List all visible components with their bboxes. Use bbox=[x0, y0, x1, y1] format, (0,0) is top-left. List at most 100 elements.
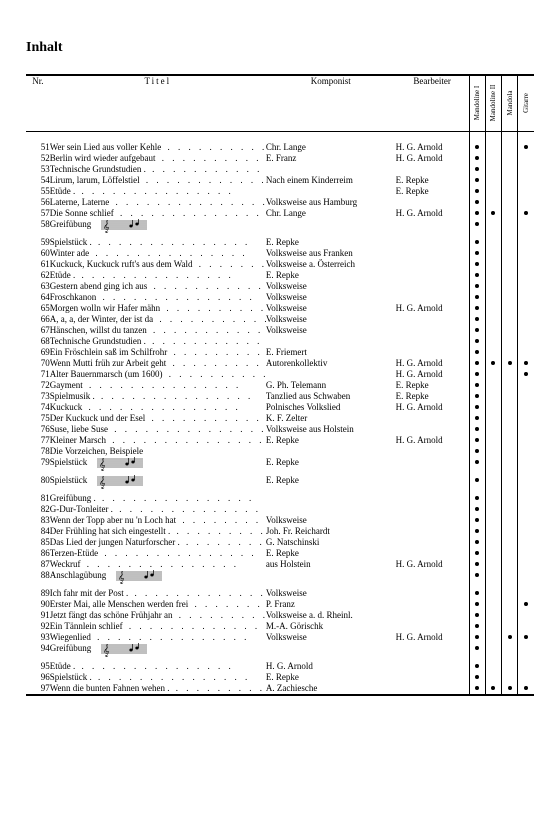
title-text: Wer sein Lied aus voller Kehle bbox=[50, 142, 166, 152]
cell-bearbeiter bbox=[396, 621, 469, 632]
cell-nr: 69 bbox=[26, 347, 50, 358]
cell-mark-col4 bbox=[518, 314, 534, 325]
cell-komponist bbox=[266, 570, 396, 588]
dot-icon bbox=[524, 686, 528, 690]
cell-mark-col4 bbox=[518, 208, 534, 219]
table-row: 90Erster Mai, alle Menschen werden frei … bbox=[26, 599, 534, 610]
cell-mark-col1 bbox=[469, 380, 485, 391]
table-row: 63Gestern abend ging ich aus . . . . . .… bbox=[26, 281, 534, 292]
table-row: 75Der Kuckuck und der Esel . . . . . . .… bbox=[26, 413, 534, 424]
table-row: 52Berlin wird wieder aufgebaut . . . . .… bbox=[26, 153, 534, 164]
title-text: Jetzt fängt das schöne Frühjahr an bbox=[50, 610, 177, 620]
cell-mark-col4 bbox=[518, 197, 534, 208]
dot-icon bbox=[475, 178, 479, 182]
dot-icon bbox=[475, 306, 479, 310]
cell-title: Gestern abend ging ich aus . . . . . . .… bbox=[50, 281, 266, 292]
cell-bearbeiter bbox=[396, 270, 469, 281]
cell-mark-col1 bbox=[469, 358, 485, 369]
cell-mark-col4 bbox=[518, 424, 534, 435]
cell-komponist: M.-A. Görischk bbox=[266, 621, 396, 632]
dot-icon bbox=[475, 328, 479, 332]
cell-nr: 64 bbox=[26, 292, 50, 303]
cell-mark-col4 bbox=[518, 537, 534, 548]
cell-bearbeiter bbox=[396, 197, 469, 208]
cell-mark-col1 bbox=[469, 515, 485, 526]
cell-mark-col1 bbox=[469, 336, 485, 347]
cell-mark-col1 bbox=[469, 219, 485, 237]
cell-mark-col1 bbox=[469, 424, 485, 435]
cell-mark-col1 bbox=[469, 347, 485, 358]
leader-dots: . . . . . . . . . . . . . . . bbox=[173, 358, 266, 368]
title-text: Das Lied der jungen Naturforscher . bbox=[50, 537, 184, 547]
cell-bearbeiter bbox=[396, 683, 469, 695]
title-text: Kuckuck, Kuckuck ruft's aus dem Wald bbox=[50, 259, 197, 269]
cell-title: Kuckuck . . . . . . . . . . . . . . . bbox=[50, 402, 266, 413]
cell-mark-col4 bbox=[518, 248, 534, 259]
cell-mark-col3 bbox=[502, 515, 518, 526]
cell-bearbeiter bbox=[396, 347, 469, 358]
leader-dots: . . . . . . . . . . . . . . . bbox=[89, 402, 241, 412]
cell-mark-col3 bbox=[502, 672, 518, 683]
dot-icon bbox=[475, 167, 479, 171]
cell-komponist: E. Repke bbox=[266, 435, 396, 446]
cell-komponist: Volksweise aus Franken bbox=[266, 248, 396, 259]
leader-dots: . . . . . . . . . . . . . . . bbox=[114, 424, 266, 434]
title-text: Berlin wird wieder aufgebaut bbox=[50, 153, 160, 163]
leader-dots: . . . . . . . . . . . . . . . bbox=[98, 672, 250, 682]
title-text: Spielstück . bbox=[50, 672, 96, 682]
leader-dots: . . . . . . . . . . . . . . . bbox=[119, 504, 266, 514]
cell-mark-col3 bbox=[502, 424, 518, 435]
cell-komponist bbox=[266, 493, 396, 504]
cell-nr: 87 bbox=[26, 559, 50, 570]
cell-mark-col4 bbox=[518, 347, 534, 358]
leader-dots: . . . . . . . . . . . . . . . bbox=[135, 588, 266, 598]
cell-mark-col2 bbox=[485, 369, 501, 380]
cell-mark-col4 bbox=[518, 219, 534, 237]
table-row: 97Wenn die bunten Fahnen wehen . . . . .… bbox=[26, 683, 534, 695]
dot-icon bbox=[475, 156, 479, 160]
cell-mark-col3 bbox=[502, 175, 518, 186]
dot-icon bbox=[508, 686, 512, 690]
cell-nr: 97 bbox=[26, 683, 50, 695]
cell-mark-col1 bbox=[469, 391, 485, 402]
page: Inhalt Nr. Titel Komponist Bearbeiter Ma… bbox=[0, 0, 560, 823]
table-row: 66A, a, a, der Winter, der ist da . . . … bbox=[26, 314, 534, 325]
dot-icon bbox=[475, 350, 479, 354]
cell-nr: 58 bbox=[26, 219, 50, 237]
cell-title: A, a, a, der Winter, der ist da . . . . … bbox=[50, 314, 266, 325]
cell-bearbeiter bbox=[396, 537, 469, 548]
cell-mark-col1 bbox=[469, 369, 485, 380]
cell-title: Suse, liebe Suse . . . . . . . . . . . .… bbox=[50, 424, 266, 435]
toc-table: Nr. Titel Komponist Bearbeiter Mandoline… bbox=[26, 74, 534, 696]
dot-icon bbox=[491, 686, 495, 690]
cell-bearbeiter: E. Repke bbox=[396, 186, 469, 197]
dot-icon bbox=[475, 562, 479, 566]
cell-mark-col4 bbox=[518, 526, 534, 537]
cell-mark-col2 bbox=[485, 661, 501, 672]
table-row: 70Wenn Mutti früh zur Arbeit geht . . . … bbox=[26, 358, 534, 369]
table-row: 86Terzen-Etüde . . . . . . . . . . . . .… bbox=[26, 548, 534, 559]
dot-icon bbox=[475, 507, 479, 511]
cell-nr: 80 bbox=[26, 475, 50, 493]
cell-mark-col2 bbox=[485, 391, 501, 402]
leader-dots: . . . . . . . . . . . . . . . bbox=[182, 515, 266, 525]
title-text: Wiegenlied bbox=[50, 632, 95, 642]
cell-mark-col2 bbox=[485, 588, 501, 599]
cell-nr: 53 bbox=[26, 164, 50, 175]
cell-mark-col2 bbox=[485, 270, 501, 281]
cell-mark-col3 bbox=[502, 643, 518, 661]
cell-nr: 65 bbox=[26, 303, 50, 314]
title-text: Kuckuck bbox=[50, 402, 87, 412]
cell-bearbeiter bbox=[396, 643, 469, 661]
cell-mark-col3 bbox=[502, 369, 518, 380]
cell-mark-col2 bbox=[485, 504, 501, 515]
cell-title: Ein Tännlein schlief . . . . . . . . . .… bbox=[50, 621, 266, 632]
title-text: G-Dur-Tonleiter . bbox=[50, 504, 117, 514]
cell-title: Anschlagübung𝄞 bbox=[50, 570, 266, 588]
leader-dots: . . . . . . . . . . . . . . . bbox=[177, 526, 266, 536]
cell-komponist: Volksweise bbox=[266, 515, 396, 526]
title-text: Wenn die bunten Fahnen wehen . bbox=[50, 683, 174, 693]
cell-title: Erster Mai, alle Menschen werden frei . … bbox=[50, 599, 266, 610]
cell-mark-col1 bbox=[469, 281, 485, 292]
table-row: 59Spielstück . . . . . . . . . . . . . .… bbox=[26, 237, 534, 248]
